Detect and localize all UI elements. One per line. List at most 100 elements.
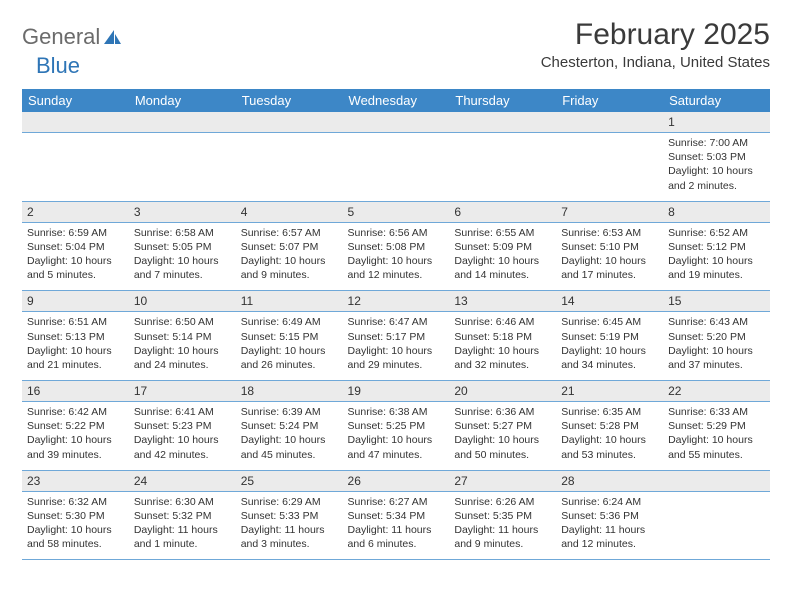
day-detail-cell (236, 133, 343, 202)
sunrise-text: Sunrise: 6:43 AM (668, 315, 765, 329)
day-detail-cell: Sunrise: 6:52 AMSunset: 5:12 PMDaylight:… (663, 222, 770, 291)
sunrise-text: Sunrise: 6:56 AM (348, 226, 445, 240)
daylight-text: Daylight: 10 hours and 19 minutes. (668, 254, 765, 282)
day-header-row: Sunday Monday Tuesday Wednesday Thursday… (22, 89, 770, 112)
day-detail-cell (663, 491, 770, 560)
day-detail-cell: Sunrise: 6:26 AMSunset: 5:35 PMDaylight:… (449, 491, 556, 560)
day-number-cell: 28 (556, 470, 663, 491)
day-number-cell: 3 (129, 201, 236, 222)
sunrise-text: Sunrise: 6:27 AM (348, 495, 445, 509)
day-detail-cell: Sunrise: 6:32 AMSunset: 5:30 PMDaylight:… (22, 491, 129, 560)
day-number-cell: 27 (449, 470, 556, 491)
day-number-cell: 7 (556, 201, 663, 222)
day-number-cell: 5 (343, 201, 450, 222)
daylight-text: Daylight: 10 hours and 21 minutes. (27, 344, 124, 372)
daylight-text: Daylight: 11 hours and 3 minutes. (241, 523, 338, 551)
sail-icon (102, 28, 122, 46)
day-number-cell: 20 (449, 381, 556, 402)
daylight-text: Daylight: 10 hours and 12 minutes. (348, 254, 445, 282)
day-number-cell (22, 112, 129, 133)
sunrise-text: Sunrise: 6:47 AM (348, 315, 445, 329)
day-number-cell: 25 (236, 470, 343, 491)
day-detail-cell: Sunrise: 6:24 AMSunset: 5:36 PMDaylight:… (556, 491, 663, 560)
logo-text-2: Blue (36, 53, 80, 79)
day-number-cell: 9 (22, 291, 129, 312)
day-number-cell: 13 (449, 291, 556, 312)
sunset-text: Sunset: 5:12 PM (668, 240, 765, 254)
day-detail-cell (22, 133, 129, 202)
day-number-row: 1 (22, 112, 770, 133)
day-number-cell (129, 112, 236, 133)
sunset-text: Sunset: 5:27 PM (454, 419, 551, 433)
daylight-text: Daylight: 10 hours and 2 minutes. (668, 164, 765, 192)
daylight-text: Daylight: 10 hours and 14 minutes. (454, 254, 551, 282)
sunset-text: Sunset: 5:18 PM (454, 330, 551, 344)
sunset-text: Sunset: 5:25 PM (348, 419, 445, 433)
daylight-text: Daylight: 10 hours and 26 minutes. (241, 344, 338, 372)
sunset-text: Sunset: 5:03 PM (668, 150, 765, 164)
day-number-row: 2345678 (22, 201, 770, 222)
sunrise-text: Sunrise: 6:39 AM (241, 405, 338, 419)
sunset-text: Sunset: 5:19 PM (561, 330, 658, 344)
day-number-cell: 22 (663, 381, 770, 402)
day-header: Monday (129, 89, 236, 112)
calendar-page: General February 2025 Chesterton, Indian… (0, 0, 792, 578)
sunset-text: Sunset: 5:07 PM (241, 240, 338, 254)
sunset-text: Sunset: 5:13 PM (27, 330, 124, 344)
sunset-text: Sunset: 5:10 PM (561, 240, 658, 254)
daylight-text: Daylight: 10 hours and 9 minutes. (241, 254, 338, 282)
sunrise-text: Sunrise: 6:58 AM (134, 226, 231, 240)
day-number-cell: 10 (129, 291, 236, 312)
day-detail-cell: Sunrise: 6:47 AMSunset: 5:17 PMDaylight:… (343, 312, 450, 381)
daylight-text: Daylight: 10 hours and 42 minutes. (134, 433, 231, 461)
sunrise-text: Sunrise: 6:29 AM (241, 495, 338, 509)
day-detail-cell: Sunrise: 6:42 AMSunset: 5:22 PMDaylight:… (22, 402, 129, 471)
location: Chesterton, Indiana, United States (541, 54, 770, 71)
day-number-cell: 8 (663, 201, 770, 222)
day-number-row: 232425262728 (22, 470, 770, 491)
sunrise-text: Sunrise: 6:26 AM (454, 495, 551, 509)
day-detail-cell: Sunrise: 6:43 AMSunset: 5:20 PMDaylight:… (663, 312, 770, 381)
day-number-cell: 17 (129, 381, 236, 402)
day-detail-cell: Sunrise: 6:57 AMSunset: 5:07 PMDaylight:… (236, 222, 343, 291)
daylight-text: Daylight: 10 hours and 45 minutes. (241, 433, 338, 461)
sunrise-text: Sunrise: 6:33 AM (668, 405, 765, 419)
daylight-text: Daylight: 10 hours and 47 minutes. (348, 433, 445, 461)
daylight-text: Daylight: 10 hours and 34 minutes. (561, 344, 658, 372)
sunrise-text: Sunrise: 6:32 AM (27, 495, 124, 509)
sunrise-text: Sunrise: 6:52 AM (668, 226, 765, 240)
day-number-cell: 19 (343, 381, 450, 402)
daylight-text: Daylight: 10 hours and 7 minutes. (134, 254, 231, 282)
day-number-cell: 16 (22, 381, 129, 402)
day-number-cell (449, 112, 556, 133)
day-detail-cell: Sunrise: 6:39 AMSunset: 5:24 PMDaylight:… (236, 402, 343, 471)
day-detail-cell: Sunrise: 6:50 AMSunset: 5:14 PMDaylight:… (129, 312, 236, 381)
sunset-text: Sunset: 5:09 PM (454, 240, 551, 254)
week-row: Sunrise: 6:42 AMSunset: 5:22 PMDaylight:… (22, 402, 770, 471)
day-detail-cell: Sunrise: 6:59 AMSunset: 5:04 PMDaylight:… (22, 222, 129, 291)
day-header: Wednesday (343, 89, 450, 112)
month-title: February 2025 (541, 18, 770, 52)
day-detail-cell: Sunrise: 6:53 AMSunset: 5:10 PMDaylight:… (556, 222, 663, 291)
day-detail-cell: Sunrise: 6:30 AMSunset: 5:32 PMDaylight:… (129, 491, 236, 560)
day-detail-cell: Sunrise: 6:49 AMSunset: 5:15 PMDaylight:… (236, 312, 343, 381)
daylight-text: Daylight: 10 hours and 5 minutes. (27, 254, 124, 282)
sunrise-text: Sunrise: 6:53 AM (561, 226, 658, 240)
sunrise-text: Sunrise: 6:36 AM (454, 405, 551, 419)
day-number-cell: 4 (236, 201, 343, 222)
day-detail-cell: Sunrise: 6:46 AMSunset: 5:18 PMDaylight:… (449, 312, 556, 381)
day-detail-cell (556, 133, 663, 202)
daylight-text: Daylight: 10 hours and 29 minutes. (348, 344, 445, 372)
logo: General (22, 18, 122, 50)
sunset-text: Sunset: 5:35 PM (454, 509, 551, 523)
sunset-text: Sunset: 5:04 PM (27, 240, 124, 254)
day-number-cell (663, 470, 770, 491)
day-header: Tuesday (236, 89, 343, 112)
sunrise-text: Sunrise: 6:35 AM (561, 405, 658, 419)
day-number-cell: 21 (556, 381, 663, 402)
day-number-cell: 24 (129, 470, 236, 491)
sunrise-text: Sunrise: 6:30 AM (134, 495, 231, 509)
sunset-text: Sunset: 5:24 PM (241, 419, 338, 433)
calendar-body: 1Sunrise: 7:00 AMSunset: 5:03 PMDaylight… (22, 112, 770, 560)
sunset-text: Sunset: 5:15 PM (241, 330, 338, 344)
